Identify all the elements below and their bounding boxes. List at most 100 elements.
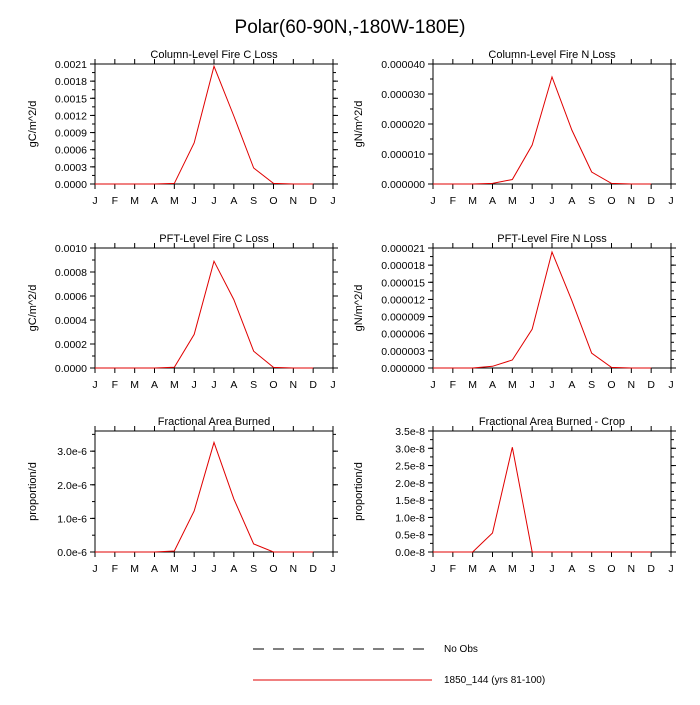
y-tick-label: 0.0009	[55, 128, 87, 140]
x-tick-label: J	[530, 379, 535, 391]
x-tick-label: O	[269, 195, 277, 207]
x-tick-label: A	[151, 563, 158, 575]
y-tick-label: 0.000018	[381, 260, 425, 272]
x-tick-label: J	[192, 195, 197, 207]
y-tick-label: 2.0e-6	[57, 480, 87, 492]
x-tick-label: J	[668, 563, 673, 575]
y-tick-label: 1.0e-6	[57, 513, 87, 525]
x-tick-label: A	[489, 195, 496, 207]
y-tick-label: 1.0e-8	[395, 512, 425, 524]
plot-frame	[432, 247, 672, 369]
y-tick-label: 0.0000	[55, 363, 87, 375]
x-tick-label: J	[330, 379, 335, 391]
chart-panel-3: PFT-Level Fire C Loss gC/m^2/d 0.0000 0.000…	[27, 233, 338, 391]
y-tick-label: 0.0e-8	[395, 547, 425, 559]
x-tick-label: M	[508, 379, 517, 391]
series-line	[95, 64, 314, 185]
x-tick-label: D	[309, 379, 317, 391]
y-tick-label: 0.0000	[55, 179, 87, 191]
x-tick-label: A	[230, 195, 237, 207]
x-tick-label: N	[290, 563, 298, 575]
y-tick-label: 0.0021	[55, 59, 87, 71]
series-line	[433, 75, 652, 185]
y-tick-label: 0.000000	[381, 179, 425, 191]
y-tick-label: 0.0018	[55, 76, 87, 88]
chart-panel-2: Column-Level Fire N Loss gN/m^2/d 0.000000…	[353, 49, 676, 207]
y-tick-label: 0.000010	[381, 149, 425, 161]
y-tick-label: 0.0012	[55, 110, 87, 122]
x-tick-label: S	[588, 195, 595, 207]
x-tick-label: M	[170, 195, 179, 207]
x-tick-label: J	[330, 563, 335, 575]
y-tick-label: 0.000040	[381, 59, 425, 71]
x-tick-label: M	[130, 195, 139, 207]
x-tick-label: O	[269, 563, 277, 575]
y-tick-label: 0.000003	[381, 346, 425, 358]
legend-label-no-obs: No Obs	[444, 644, 478, 655]
legend: No Obs 1850_144 (yrs 81-100)	[253, 644, 545, 686]
x-tick-label: O	[607, 379, 615, 391]
y-axis-label: gC/m^2/d	[27, 101, 39, 148]
x-tick-label: S	[250, 379, 257, 391]
y-tick-label: 0.000021	[381, 243, 425, 255]
x-tick-label: A	[230, 379, 237, 391]
legend-label-series: 1850_144 (yrs 81-100)	[444, 675, 545, 686]
y-tick-label: 2.5e-8	[395, 461, 425, 473]
y-tick-label: 0.000015	[381, 277, 425, 289]
y-tick-label: 0.000012	[381, 294, 425, 306]
y-tick-label: 0.000006	[381, 329, 425, 341]
x-tick-label: A	[489, 563, 496, 575]
y-tick-label: 0.0e-6	[57, 547, 87, 559]
x-tick-label: N	[628, 195, 636, 207]
x-tick-label: S	[588, 563, 595, 575]
y-tick-label: 0.0015	[55, 93, 87, 105]
x-tick-label: J	[549, 195, 554, 207]
chart-panel-5: Fractional Area Burned proportion/d 0.0e-6…	[27, 416, 338, 575]
panel-title: PFT-Level Fire C Loss	[159, 233, 269, 245]
x-tick-label: J	[668, 195, 673, 207]
x-tick-label: J	[668, 379, 673, 391]
y-tick-label: 0.000000	[381, 363, 425, 375]
x-tick-label: M	[468, 195, 477, 207]
x-tick-label: D	[647, 563, 655, 575]
x-tick-label: J	[92, 379, 97, 391]
plot-frame	[432, 63, 672, 185]
series-line	[433, 447, 652, 553]
x-tick-label: O	[607, 563, 615, 575]
y-tick-label: 3.0e-8	[395, 443, 425, 455]
y-tick-label: 3.0e-6	[57, 446, 87, 458]
panel-title: Column-Level Fire N Loss	[488, 49, 616, 61]
x-tick-label: D	[647, 379, 655, 391]
y-axis-label: gN/m^2/d	[353, 101, 365, 148]
x-tick-label: M	[468, 379, 477, 391]
y-axis-label: proportion/d	[27, 462, 39, 521]
chart-panels: Column-Level Fire C Loss gC/m^2/d 0.0000 0.…	[27, 49, 676, 575]
x-tick-label: J	[192, 379, 197, 391]
y-tick-label: 0.000020	[381, 119, 425, 131]
x-tick-label: S	[250, 563, 257, 575]
y-tick-label: 0.0002	[55, 339, 87, 351]
x-tick-label: A	[230, 563, 237, 575]
x-tick-label: J	[549, 563, 554, 575]
y-tick-label: 0.000030	[381, 89, 425, 101]
series-line	[95, 440, 314, 553]
y-tick-label: 2.0e-8	[395, 478, 425, 490]
x-tick-label: M	[130, 379, 139, 391]
x-tick-label: A	[568, 195, 575, 207]
x-tick-label: N	[628, 379, 636, 391]
x-tick-label: M	[170, 563, 179, 575]
x-tick-label: J	[430, 195, 435, 207]
x-tick-label: F	[112, 563, 118, 575]
chart-panel-6: Fractional Area Burned - Crop proportion/…	[353, 416, 676, 575]
y-tick-label: 3.5e-8	[395, 426, 425, 438]
x-tick-label: J	[530, 195, 535, 207]
x-tick-label: A	[151, 379, 158, 391]
x-tick-label: M	[130, 563, 139, 575]
x-tick-label: M	[170, 379, 179, 391]
x-tick-label: N	[290, 379, 298, 391]
panel-title: PFT-Level Fire N Loss	[497, 233, 607, 245]
x-tick-label: F	[112, 195, 118, 207]
x-tick-label: M	[508, 563, 517, 575]
plot-frame	[94, 63, 334, 185]
x-tick-label: A	[489, 379, 496, 391]
